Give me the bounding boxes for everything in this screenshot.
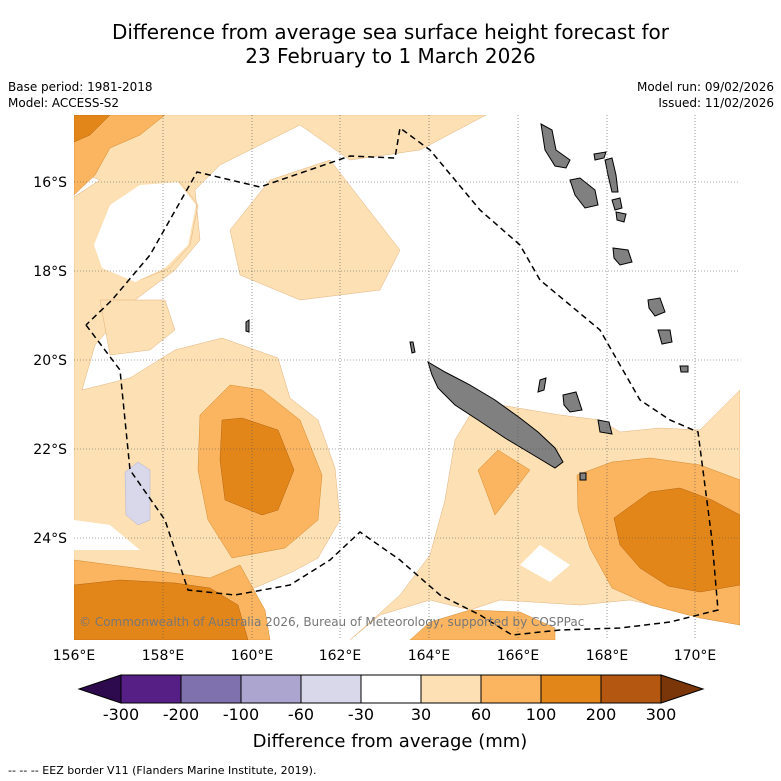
map-panel: © Commonwealth of Australia 2026, Bureau… [74,115,740,640]
lat-tick: 24°S [33,531,67,547]
colorbar-label: -100 [223,705,259,724]
colorbar-segment [480,674,542,704]
colorbar-segment [240,674,302,704]
colorbar-label: -30 [348,705,374,724]
colorbar-label: 30 [411,705,431,724]
contour-negative [124,461,151,526]
graticule [74,115,740,640]
lon-axis: 156°E 158°E 160°E 162°E 164°E 166°E 168°… [53,648,717,664]
lon-tick: 168°E [586,648,629,664]
colorbar-segment [540,674,602,704]
issued-label: Issued: 11/02/2026 [658,96,774,110]
map-title-line1: Difference from average sea surface heig… [111,20,670,44]
colorbar-title: Difference from average (mm) [253,731,528,752]
map-title-line2: 23 February to 1 March 2026 [245,44,536,68]
espiritu-santo [540,123,571,169]
lat-axis: 16°S 18°S 20°S 22°S 24°S [33,175,67,547]
lon-tick: 166°E [497,648,540,664]
lon-tick: 158°E [142,648,185,664]
lon-tick: 164°E [408,648,451,664]
colorbar: -300 -200 -100 -60 -30 30 60 100 200 300 [77,674,705,724]
land-masses [245,123,689,481]
lat-tick: 18°S [33,264,67,280]
contour-neutral [74,182,570,582]
colorbar-segment [420,674,482,704]
colorbar-label: -200 [163,705,199,724]
lon-tick: 160°E [231,648,274,664]
lat-tick: 22°S [33,442,67,458]
lon-tick: 162°E [319,648,362,664]
colorbar-label: 200 [586,705,617,724]
eez-footer: -- -- -- EEZ border V11 (Flanders Marine… [8,764,316,777]
lon-tick: 170°E [674,648,717,664]
colorbar-segment [180,674,242,704]
model-run-label: Model run: 09/02/2026 [636,80,774,94]
copyright-notice: © Commonwealth of Australia 2026, Bureau… [79,615,584,629]
eez-border [85,126,719,636]
lon-tick: 156°E [53,648,96,664]
base-period-label: Base period: 1981-2018 [8,80,153,94]
colorbar-segment [120,674,182,704]
colorbar-segment [600,674,662,704]
lat-tick: 20°S [33,353,67,369]
colorbar-segment [300,674,362,704]
colorbar-label: 100 [526,705,557,724]
model-label: Model: ACCESS-S2 [8,96,120,110]
new-caledonia [427,360,564,469]
lat-tick: 16°S [33,175,67,191]
contour-100-200 [74,115,740,640]
colorbar-label: -300 [103,705,139,724]
colorbar-segment [360,674,422,704]
colorbar-label: 60 [471,705,491,724]
colorbar-extend-low [77,674,122,704]
colorbar-label: -60 [288,705,314,724]
colorbar-extend-high [660,674,705,704]
colorbar-label: 300 [646,705,677,724]
